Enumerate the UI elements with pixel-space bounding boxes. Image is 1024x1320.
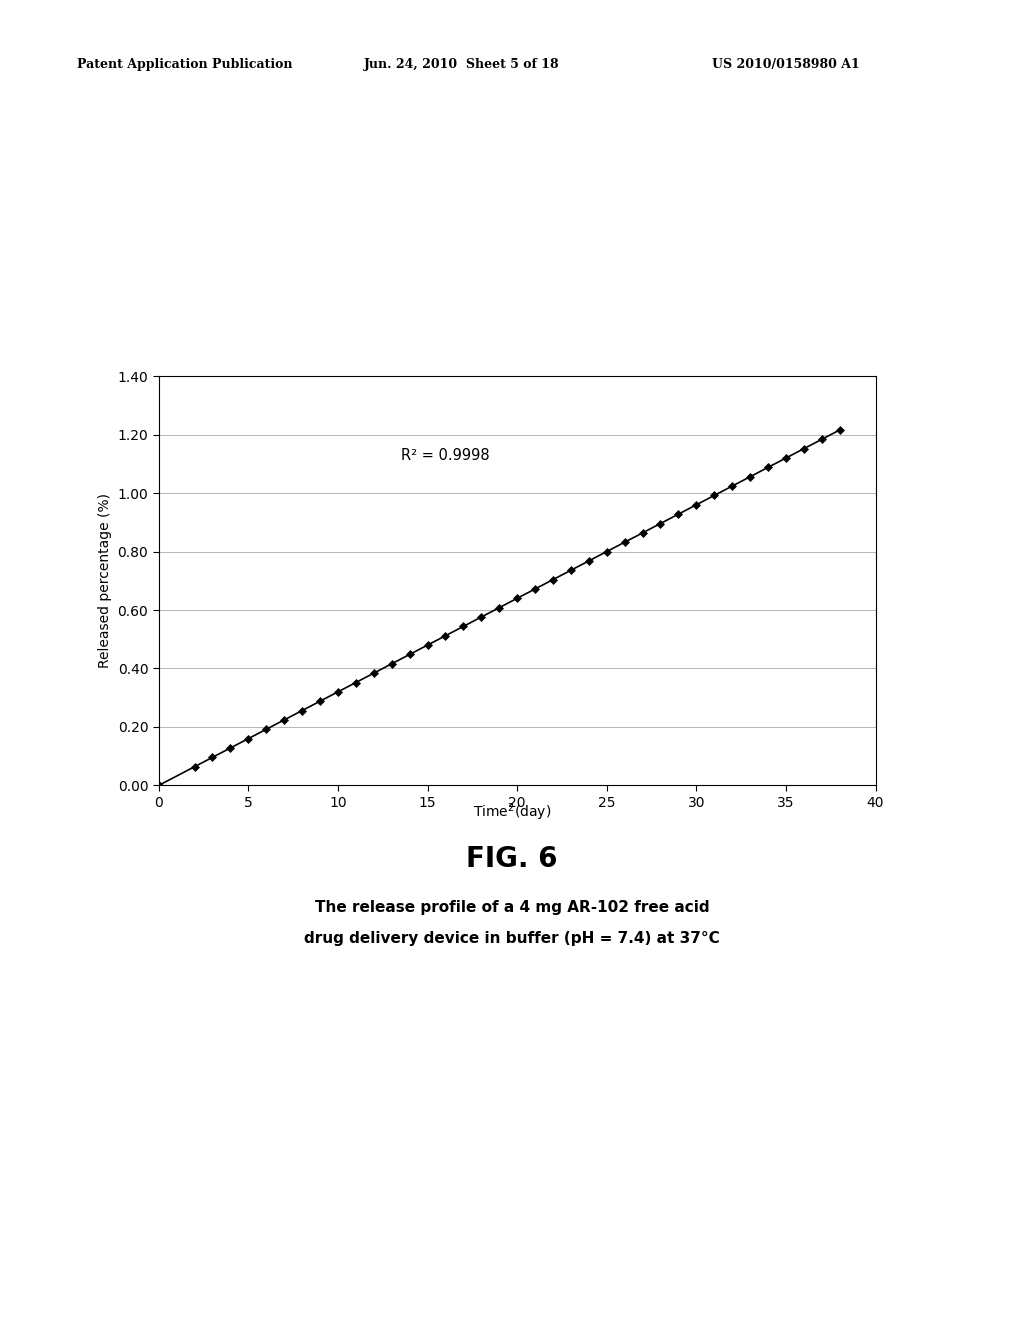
Text: drug delivery device in buffer (pH = 7.4) at 37°C: drug delivery device in buffer (pH = 7.4… (304, 931, 720, 945)
Text: The release profile of a 4 mg AR-102 free acid: The release profile of a 4 mg AR-102 fre… (314, 900, 710, 915)
Text: Time$^2$(day): Time$^2$(day) (473, 801, 551, 822)
Text: Patent Application Publication: Patent Application Publication (77, 58, 292, 71)
Text: Jun. 24, 2010  Sheet 5 of 18: Jun. 24, 2010 Sheet 5 of 18 (364, 58, 559, 71)
Text: R² = 0.9998: R² = 0.9998 (400, 447, 489, 463)
Text: US 2010/0158980 A1: US 2010/0158980 A1 (712, 58, 859, 71)
Y-axis label: Released percentage (%): Released percentage (%) (98, 494, 112, 668)
Text: FIG. 6: FIG. 6 (466, 845, 558, 873)
